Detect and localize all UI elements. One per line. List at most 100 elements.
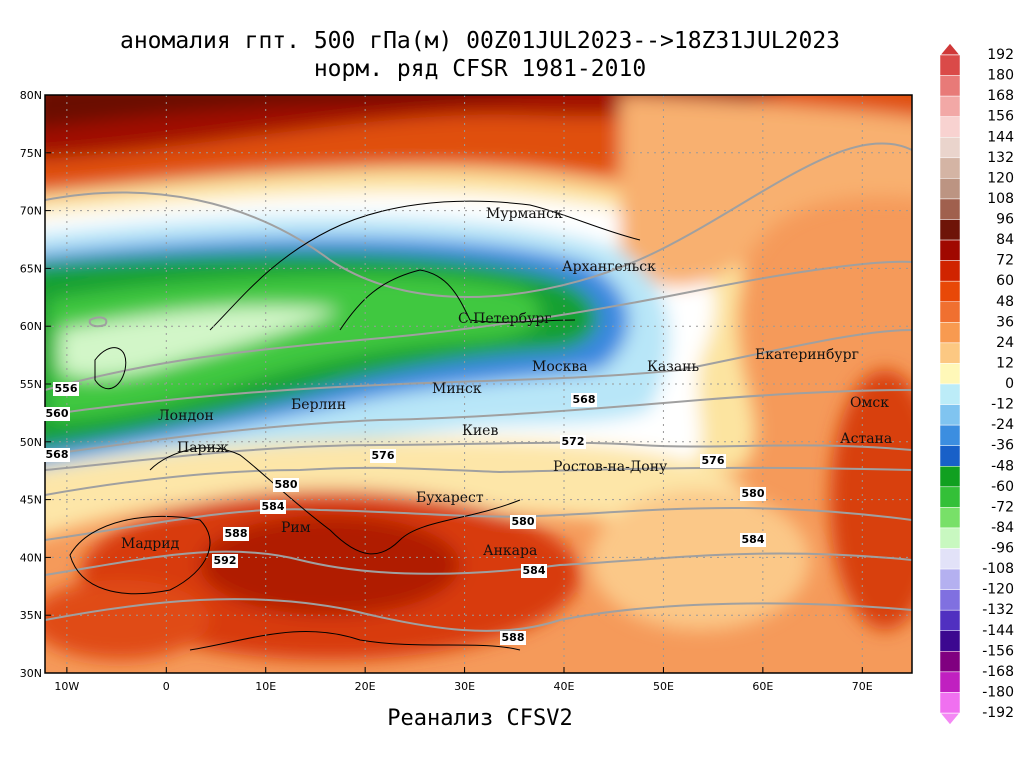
colorbar-box — [939, 671, 961, 693]
contour-label-box — [521, 564, 547, 578]
colorbar-box — [939, 75, 961, 97]
contour-label: 576 — [702, 454, 725, 467]
city-label: Минск — [432, 381, 482, 397]
contour-label: 588 — [225, 527, 248, 540]
city-label: Мурманск — [486, 206, 563, 222]
colorbar-box — [939, 424, 961, 446]
contour-label: 584 — [742, 533, 765, 546]
colorbar-label: -24 — [991, 417, 1014, 433]
y-tick-label: 35N — [20, 609, 42, 622]
city-label: С.Петербург — [458, 311, 552, 327]
map-frame — [44, 94, 913, 674]
city-label: Архангельск — [562, 259, 656, 275]
city-label: Мадрид — [121, 536, 180, 552]
contour-label: 584 — [262, 500, 285, 513]
title: аномалия гпт. 500 гПа(м) 00Z01JUL2023-->… — [120, 28, 840, 54]
contour-label: 580 — [512, 515, 535, 528]
y-tick-label: 50N — [20, 436, 42, 449]
contour-label-box — [370, 449, 396, 463]
colorbar-label: -72 — [991, 499, 1014, 515]
colorbar-label: 108 — [987, 191, 1014, 207]
footer: Реанализ CFSV2 — [387, 706, 572, 731]
cities: Мурманск Архангельск С.Петербург Москва … — [121, 206, 892, 559]
y-tick-label: 80N — [20, 89, 42, 102]
colorbar-label: 0 — [1005, 376, 1014, 392]
contour-label-box — [223, 527, 249, 541]
y-tick-label: 40N — [20, 551, 42, 564]
colorbar-box — [939, 486, 961, 508]
colorbar-label: 24 — [996, 335, 1014, 351]
y-tick-label: 75N — [20, 147, 42, 160]
colorbar-box — [939, 116, 961, 138]
contour-label-box — [53, 382, 79, 396]
colorbar-label: 12 — [996, 355, 1014, 371]
colorbar-box — [939, 280, 961, 302]
colorbar-label: -60 — [991, 479, 1014, 495]
colorbar-under — [938, 712, 962, 726]
y-tick-label: 70N — [20, 205, 42, 218]
colorbar-box — [939, 589, 961, 611]
colorbar-box — [939, 198, 961, 220]
colorbar-over — [938, 42, 962, 56]
colorbar-label: 60 — [996, 273, 1014, 289]
contour-label-box — [560, 435, 586, 449]
city-label: Москва — [532, 359, 588, 375]
city-label: Ростов-на-Дону — [553, 459, 668, 475]
colorbar-label: -180 — [982, 684, 1014, 700]
colorbar: 1921801681561441321201089684726048362412… — [938, 42, 1014, 726]
colorbar-label: -168 — [982, 664, 1014, 680]
colorbar-label: -156 — [982, 643, 1014, 659]
colorbar-label: 96 — [996, 212, 1014, 228]
x-tick-label: 10E — [255, 680, 276, 693]
colorbar-box — [939, 342, 961, 364]
colorbar-box — [939, 507, 961, 529]
contour-label-box — [44, 407, 70, 421]
city-label: Екатеринбург — [755, 347, 859, 363]
colorbar-box — [939, 95, 961, 117]
x-tick-label: 20E — [355, 680, 376, 693]
colorbar-box — [939, 445, 961, 467]
colorbar-box — [939, 548, 961, 570]
contour-label: 560 — [46, 407, 69, 420]
colorbar-box — [939, 178, 961, 200]
colorbar-label: 180 — [987, 68, 1014, 84]
y-tick-label: 65N — [20, 262, 42, 275]
contour-label-box — [700, 454, 726, 468]
x-tick-label: 50E — [653, 680, 674, 693]
x-tick-label: 0 — [163, 680, 170, 693]
contour-label: 588 — [502, 631, 525, 644]
city-label: Киев — [462, 423, 498, 439]
city-label: Омск — [850, 395, 889, 411]
x-tick-label: 10W — [54, 680, 79, 693]
colorbar-box — [939, 322, 961, 344]
colorbar-label: -192 — [982, 705, 1014, 721]
city-label: Анкара — [483, 543, 537, 559]
colorbar-box — [939, 466, 961, 488]
contour-label: 576 — [372, 449, 395, 462]
contour-label-box — [740, 487, 766, 501]
colorbar-box — [939, 692, 961, 714]
contour-label: 572 — [562, 435, 585, 448]
colorbar-label: 144 — [987, 129, 1014, 145]
colorbar-label: -120 — [982, 582, 1014, 598]
colorbar-box — [939, 157, 961, 179]
colorbar-label: -132 — [982, 602, 1014, 618]
contour-label-box — [44, 448, 70, 462]
y-tick-label: 30N — [20, 667, 42, 680]
colorbar-box — [939, 630, 961, 652]
contour-label: 584 — [523, 564, 546, 577]
colorbar-label: -48 — [991, 458, 1014, 474]
colorbar-box — [939, 568, 961, 590]
colorbar-label: -12 — [991, 397, 1014, 413]
contour-label: 568 — [573, 393, 596, 406]
colorbar-label: 168 — [987, 88, 1014, 104]
colorbar-box — [939, 260, 961, 282]
colorbar-box — [939, 239, 961, 261]
x-tick-label: 60E — [752, 680, 773, 693]
colorbar-label: 48 — [996, 294, 1014, 310]
contour-label-box — [500, 631, 526, 645]
contour-label-box — [740, 533, 766, 547]
contour-label: 580 — [275, 478, 298, 491]
colorbar-box — [939, 651, 961, 673]
x-tick-label: 40E — [554, 680, 575, 693]
